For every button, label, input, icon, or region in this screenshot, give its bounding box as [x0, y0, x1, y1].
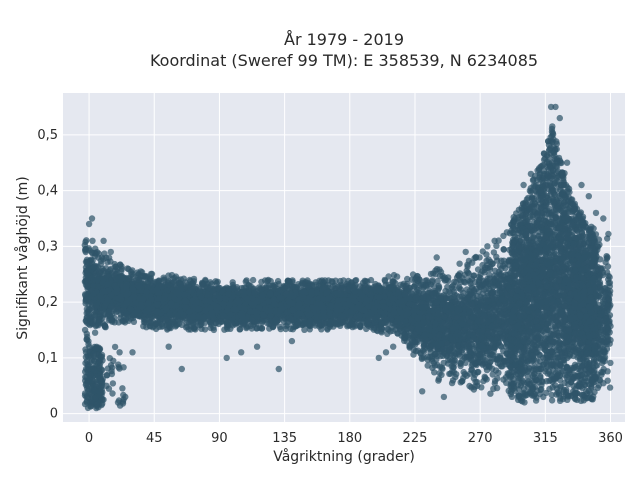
data-point	[604, 368, 611, 375]
data-points	[81, 103, 614, 412]
data-point	[606, 384, 614, 391]
data-point	[249, 276, 257, 284]
data-point	[82, 238, 89, 246]
chart-title: År 1979 - 2019	[284, 30, 404, 49]
data-point	[214, 278, 221, 285]
data-point	[434, 277, 441, 285]
data-point	[460, 289, 467, 297]
data-point	[458, 378, 466, 385]
data-point	[491, 377, 499, 385]
data-point	[456, 260, 463, 267]
data-point	[479, 248, 486, 255]
data-point	[91, 329, 99, 336]
chart-subtitle: Koordinat (Sweref 99 TM): E 358539, N 62…	[150, 51, 538, 70]
data-point	[607, 359, 614, 367]
